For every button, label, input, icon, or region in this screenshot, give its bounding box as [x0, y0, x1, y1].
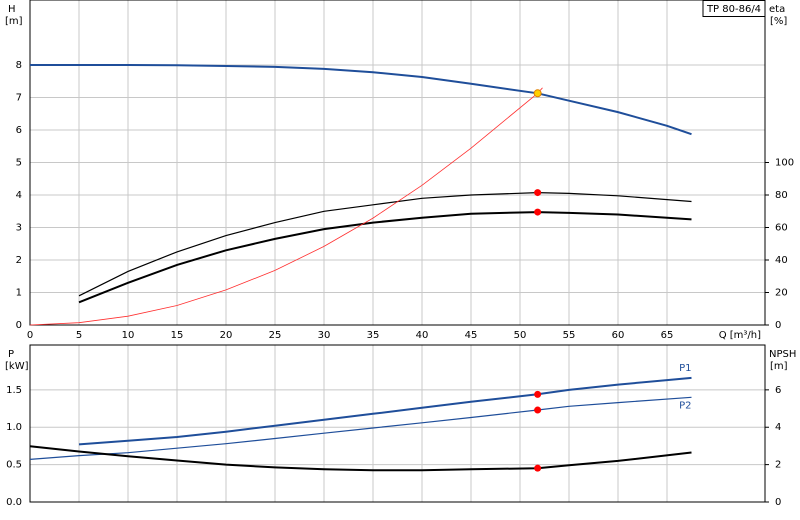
plot-frame	[29, 344, 766, 503]
y2-tick-label: 6	[775, 385, 781, 396]
y-tick-label: 1	[16, 288, 22, 299]
x-tick-label: 35	[367, 330, 380, 341]
curve	[29, 87, 543, 326]
x-tick-label: 20	[220, 330, 233, 341]
y-axis-label: P	[8, 349, 14, 360]
y2-tick-label: 0	[775, 320, 781, 331]
point-marker	[534, 390, 542, 398]
y-tick-label: 2	[16, 255, 22, 266]
title-box	[702, 0, 766, 17]
x-tick-label: 15	[171, 330, 184, 341]
y-tick-label: 4	[16, 190, 22, 201]
y-tick-label: 7	[16, 93, 22, 104]
y-tick-label: 0.0	[6, 497, 22, 508]
x-tick-label: 65	[661, 330, 674, 341]
y-tick-label: 8	[16, 60, 22, 71]
x-tick-label: 30	[318, 330, 331, 341]
y2-axis-label: eta	[769, 4, 785, 15]
point-marker	[533, 89, 542, 98]
point-marker	[534, 406, 542, 414]
x-axis-label: Q [m³/h]	[719, 330, 761, 341]
curve	[78, 376, 692, 446]
curve	[78, 191, 692, 297]
y-tick-label: 0	[16, 320, 22, 331]
point-marker	[534, 189, 542, 197]
y2-axis-label: NPSH	[769, 349, 796, 360]
y2-tick-label: 80	[775, 190, 788, 201]
y2-tick-label: 20	[775, 288, 788, 299]
x-tick-label: 10	[122, 330, 135, 341]
point-marker	[534, 464, 542, 472]
chart-title: TP 80-86/4	[706, 4, 761, 15]
curve-label: P2	[679, 400, 691, 411]
curve-label: P1	[679, 363, 691, 374]
curve	[78, 211, 692, 304]
curve	[30, 64, 692, 136]
x-tick-label: 45	[465, 330, 478, 341]
y-axis-unit: [kW]	[5, 361, 29, 372]
y2-axis-unit: [m]	[770, 361, 788, 372]
x-tick-label: 60	[612, 330, 625, 341]
y2-tick-label: 2	[775, 460, 781, 471]
x-tick-label: 25	[269, 330, 282, 341]
x-tick-label: 55	[563, 330, 576, 341]
plot-frame	[29, 0, 766, 326]
y-tick-label: 3	[16, 223, 22, 234]
x-tick-label: 40	[416, 330, 429, 341]
x-tick-label: 50	[514, 330, 527, 341]
y2-tick-label: 4	[775, 422, 781, 433]
y-tick-label: 6	[16, 125, 22, 136]
y2-axis-unit: [%]	[770, 16, 787, 27]
y2-tick-label: 40	[775, 255, 788, 266]
y2-tick-label: 60	[775, 223, 788, 234]
x-tick-label: 5	[76, 330, 82, 341]
y-tick-label: 5	[16, 158, 22, 169]
y-axis-unit: [m]	[5, 16, 23, 27]
y2-tick-label: 100	[775, 158, 794, 169]
y-axis-label: H	[8, 4, 16, 15]
y-tick-label: 0.5	[6, 460, 22, 471]
curve	[29, 396, 692, 460]
curve	[29, 445, 692, 472]
x-tick-label: 0	[27, 330, 33, 341]
y2-tick-label: 0	[775, 497, 781, 508]
y-tick-label: 1.0	[6, 422, 22, 433]
y-tick-label: 1.5	[6, 385, 22, 396]
point-marker	[534, 208, 542, 216]
